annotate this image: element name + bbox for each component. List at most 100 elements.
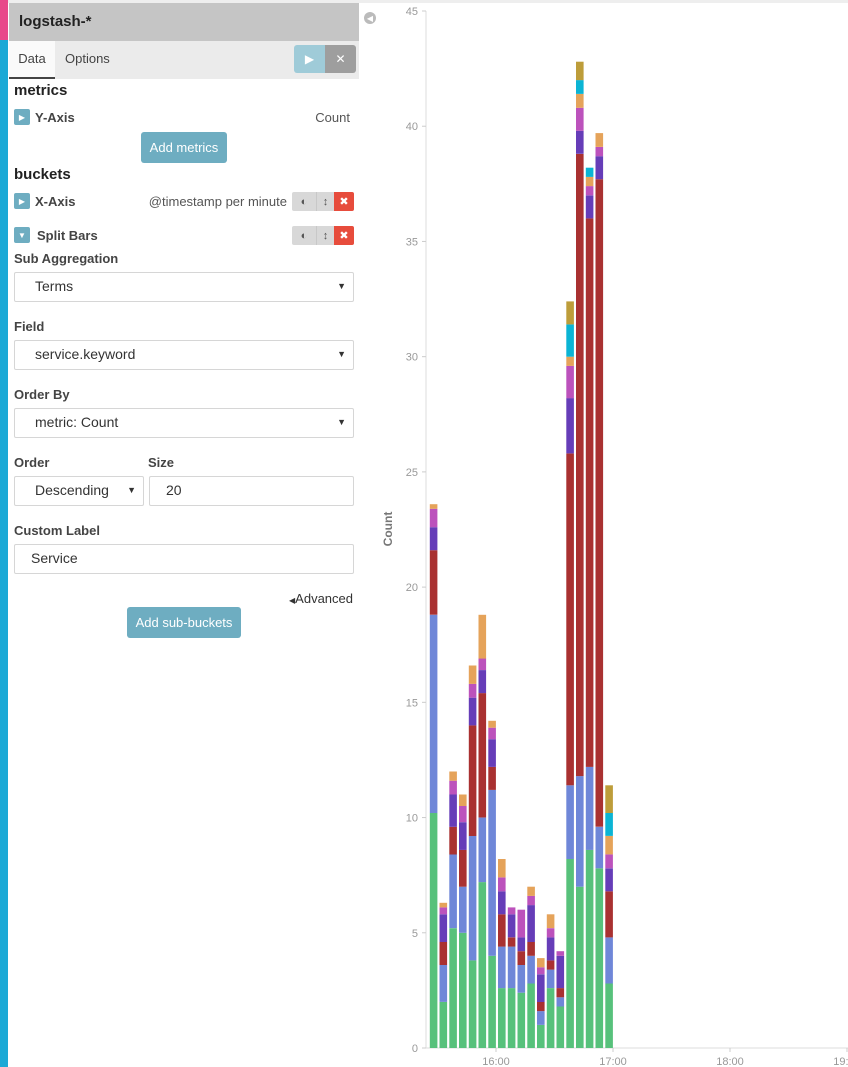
bar-segment[interactable]	[498, 891, 506, 915]
bar-segment[interactable]	[605, 785, 613, 813]
bar-segment[interactable]	[478, 614, 487, 659]
bar-segment[interactable]	[566, 398, 574, 454]
bar-segment[interactable]	[449, 780, 457, 795]
bar-segment[interactable]	[478, 817, 487, 883]
apply-changes-button[interactable]: ▶	[294, 45, 325, 73]
bar-segment[interactable]	[459, 849, 467, 887]
bar-segment[interactable]	[468, 836, 477, 961]
bar-segment[interactable]	[507, 988, 516, 1048]
bar-segment[interactable]	[488, 955, 496, 1048]
reorder-handle[interactable]: ↕	[316, 192, 334, 211]
sub-aggregation-select[interactable]: Terms ▼	[14, 272, 354, 302]
bar-segment[interactable]	[527, 983, 535, 1049]
bar-segment[interactable]	[556, 997, 565, 1007]
bar-segment[interactable]	[439, 902, 448, 908]
bar-segment[interactable]	[595, 156, 604, 180]
remove-agg-button[interactable]: ✖	[334, 192, 354, 211]
bar-segment[interactable]	[449, 771, 457, 781]
bar-segment[interactable]	[605, 868, 613, 892]
bar-segment[interactable]	[566, 365, 574, 399]
bar-segment[interactable]	[517, 951, 526, 965]
bar-segment[interactable]	[556, 1006, 565, 1049]
bar-segment[interactable]	[556, 988, 565, 998]
bar-segment[interactable]	[459, 886, 467, 933]
collapse-sidebar-icon[interactable]: ◀	[364, 12, 376, 24]
bar-segment[interactable]	[566, 859, 574, 1048]
bar-segment[interactable]	[576, 94, 584, 108]
bar-segment[interactable]	[429, 508, 438, 528]
bar-segment[interactable]	[507, 907, 516, 915]
bar-segment[interactable]	[498, 988, 506, 1048]
bar-segment[interactable]	[439, 1001, 448, 1048]
advanced-toggle-link[interactable]: ◀Advanced	[289, 591, 353, 606]
bar-segment[interactable]	[576, 886, 584, 1048]
tab-options[interactable]: Options	[65, 51, 110, 66]
bar-segment[interactable]	[498, 914, 506, 947]
bar-segment[interactable]	[537, 1011, 545, 1025]
bar-segment[interactable]	[498, 877, 506, 892]
bar-segment[interactable]	[429, 527, 438, 551]
bar-segment[interactable]	[488, 720, 496, 728]
reorder-handle[interactable]: ↕	[316, 226, 334, 245]
bar-segment[interactable]	[468, 683, 477, 698]
bar-segment[interactable]	[527, 886, 535, 896]
bar-segment[interactable]	[595, 133, 604, 147]
y-axis-expand-toggle[interactable]: ▶	[14, 109, 30, 125]
bar-segment[interactable]	[546, 960, 555, 970]
bar-segment[interactable]	[507, 946, 516, 989]
remove-agg-button[interactable]: ✖	[334, 226, 354, 245]
bar-segment[interactable]	[478, 693, 487, 818]
discard-changes-button[interactable]: ✕	[325, 45, 356, 73]
bar-segment[interactable]	[566, 453, 574, 786]
bar-segment[interactable]	[537, 1025, 545, 1048]
bar-segment[interactable]	[449, 826, 457, 855]
bar-segment[interactable]	[537, 958, 545, 968]
bar-segment[interactable]	[546, 969, 555, 988]
bar-segment[interactable]	[576, 130, 584, 154]
x-axis-label[interactable]: X-Axis	[35, 194, 76, 209]
bar-segment[interactable]	[585, 176, 594, 187]
bar-segment[interactable]	[498, 859, 506, 878]
bar-segment[interactable]	[429, 504, 438, 509]
bar-segment[interactable]	[488, 739, 496, 767]
custom-label-input[interactable]: Service	[14, 544, 354, 574]
order-by-select[interactable]: metric: Count ▼	[14, 408, 354, 438]
bar-segment[interactable]	[605, 983, 613, 1049]
bar-segment[interactable]	[546, 988, 555, 1048]
bar-segment[interactable]	[537, 974, 545, 1002]
bar-segment[interactable]	[517, 909, 526, 938]
bar-segment[interactable]	[439, 942, 448, 965]
add-metrics-button[interactable]: Add metrics	[141, 132, 227, 163]
bar-segment[interactable]	[585, 195, 594, 219]
bar-segment[interactable]	[478, 882, 487, 1048]
bar-segment[interactable]	[517, 965, 526, 993]
bar-segment[interactable]	[585, 186, 594, 196]
bar-segment[interactable]	[566, 356, 574, 366]
bar-segment[interactable]	[459, 932, 467, 1048]
field-select[interactable]: service.keyword ▼	[14, 340, 354, 370]
bar-segment[interactable]	[576, 107, 584, 131]
tab-data[interactable]: Data	[9, 41, 55, 79]
bar-segment[interactable]	[459, 822, 467, 850]
bar-segment[interactable]	[537, 1001, 545, 1012]
bar-segment[interactable]	[439, 914, 448, 942]
bar-segment[interactable]	[605, 854, 613, 869]
toggle-agg-button[interactable]: ◐	[292, 226, 316, 245]
order-select[interactable]: Descending ▼	[14, 476, 144, 506]
bar-segment[interactable]	[576, 776, 584, 887]
bar-segment[interactable]	[498, 946, 506, 989]
bar-segment[interactable]	[585, 766, 594, 850]
bar-segment[interactable]	[468, 960, 477, 1048]
bar-segment[interactable]	[439, 907, 448, 915]
bar-segment[interactable]	[507, 914, 516, 938]
bar-segment[interactable]	[459, 794, 467, 807]
bar-segment[interactable]	[527, 895, 535, 906]
bar-segment[interactable]	[556, 951, 565, 956]
bar-segment[interactable]	[595, 147, 604, 157]
y-axis-label[interactable]: Y-Axis	[35, 110, 75, 125]
bar-segment[interactable]	[605, 812, 613, 836]
bar-segment[interactable]	[449, 854, 457, 929]
bar-segment[interactable]	[517, 992, 526, 1048]
bar-segment[interactable]	[595, 179, 604, 827]
bar-segment[interactable]	[546, 914, 555, 929]
